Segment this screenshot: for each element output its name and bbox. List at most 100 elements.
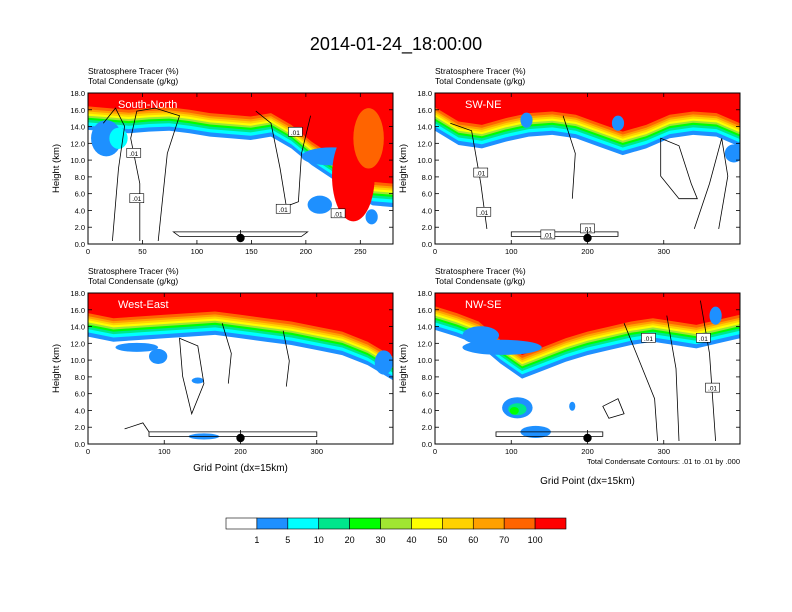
contour-label-box [476,206,492,217]
y-tick-label: 12.0 [417,339,432,348]
plot-frame [87,92,394,245]
x-tick-label: 300 [310,447,323,456]
x-tick-label: 100 [158,447,171,456]
y-tick-label: 18.0 [417,89,432,98]
y-tick-label: 6.0 [75,390,85,399]
contour-label: .01 [291,130,300,137]
plot-area [88,293,393,443]
colorbar-label: 40 [406,535,416,545]
contour-label-box [540,229,556,240]
panel-corner-label: NW-SE [465,299,501,311]
tracer-blob [109,127,128,149]
tracer-top-strip [435,293,740,303]
y-tick-label: 12.0 [417,139,432,148]
y-tick-label: 16.0 [417,106,432,115]
contour-label: .01 [543,232,552,239]
plot-area: .01 .01 .01 .01 [435,93,740,243]
condensate-contour [179,337,205,416]
colorbar-box [349,517,381,530]
y-tick-label: 16.0 [70,306,85,315]
contour-label-box [641,332,656,343]
y-tick-label: 8.0 [75,173,85,182]
y-tick-label: 14.0 [70,123,85,132]
panel-title-line1: Stratosphere Tracer (%) [435,66,526,76]
contour-label-box [330,208,346,219]
y-tick-label: 0.0 [422,240,432,249]
condensate-contour [700,300,716,442]
tracer-blob [611,115,625,131]
contour-label-box [705,382,720,393]
panel-title-line2: Total Condensate (g/kg) [88,276,178,286]
panel-corner-label: SW-NE [465,99,501,111]
colorbar-box [318,517,350,530]
contour-label-box [473,167,489,178]
colorbar-label: 10 [314,535,324,545]
condensate-contour [124,422,150,433]
colorbar-box [287,517,320,530]
x-tick-label: 100 [505,247,518,256]
colorbar-label: 50 [437,535,447,545]
y-tick-label: 2.0 [75,223,85,232]
y-tick-label: 18.0 [70,289,85,298]
y-axis-label: Height (km) [51,144,62,193]
panel-title-line1: Stratosphere Tracer (%) [435,266,526,276]
y-tick-label: 4.0 [75,406,85,415]
condensate-contour [282,330,290,387]
x-tick-label: 150 [245,247,258,256]
colorbar-box [503,517,536,530]
contour-label: .01 [708,386,717,393]
tracer-blob [569,401,576,411]
tracer-blob [365,209,378,225]
tracer-blob [724,144,740,163]
condensate-contour [102,107,126,242]
condensate-contour [666,315,680,442]
panel-1: .01 .01 .01 .01 .01 South-North Stratosphere T… [51,66,394,256]
colorbar-label: 5 [285,535,290,545]
panel-corner-label: South-North [118,99,177,111]
tracer-blob [149,348,168,364]
tracer-band-0 [88,93,393,184]
colorbar-box [534,517,567,530]
plot-area: .01 .01 .01 .01 .01 [88,93,393,243]
x-tick-label: 200 [581,247,594,256]
contour-label-box [275,203,291,214]
x-tick-label: 300 [657,447,670,456]
condensate-contour [562,115,576,199]
colorbar-label: 70 [499,535,509,545]
figure-title: 2014-01-24_18:00:00 [310,34,482,55]
y-tick-label: 14.0 [417,323,432,332]
colorbar-label: 30 [376,535,386,545]
condensate-contour [172,231,309,237]
colorbar-box [411,517,443,530]
y-tick-label: 8.0 [422,173,432,182]
y-axis-label: Height (km) [51,344,62,393]
y-tick-label: 14.0 [70,323,85,332]
y-tick-label: 8.0 [75,373,85,382]
condensate-contour [450,122,488,229]
tracer-band-0 [88,293,393,357]
panel-title-line2: Total Condensate (g/kg) [88,76,178,86]
tracer-blob [353,108,384,169]
tracer-band-0 [435,293,740,356]
tracer-blob [462,326,500,345]
colorbar-box [472,517,505,530]
x-tick-label: 0 [86,447,90,456]
x-tick-label: 0 [433,247,437,256]
contour-label: .01 [644,336,653,343]
y-axis-label: Height (km) [398,344,409,393]
x-axis-label: Grid Point (dx=15km) [193,463,288,474]
y-tick-label: 10.0 [70,356,85,365]
y-tick-label: 6.0 [422,190,432,199]
condensate-contour [693,138,729,230]
y-tick-label: 12.0 [70,339,85,348]
y-tick-label: 4.0 [75,206,85,215]
condensate-contour [660,137,698,200]
x-tick-label: 300 [657,247,670,256]
contour-label: .01 [583,226,592,233]
contour-label-box [126,148,142,158]
y-tick-label: 0.0 [75,240,85,249]
y-tick-label: 12.0 [70,139,85,148]
y-tick-label: 10.0 [417,156,432,165]
y-tick-label: 4.0 [422,206,432,215]
